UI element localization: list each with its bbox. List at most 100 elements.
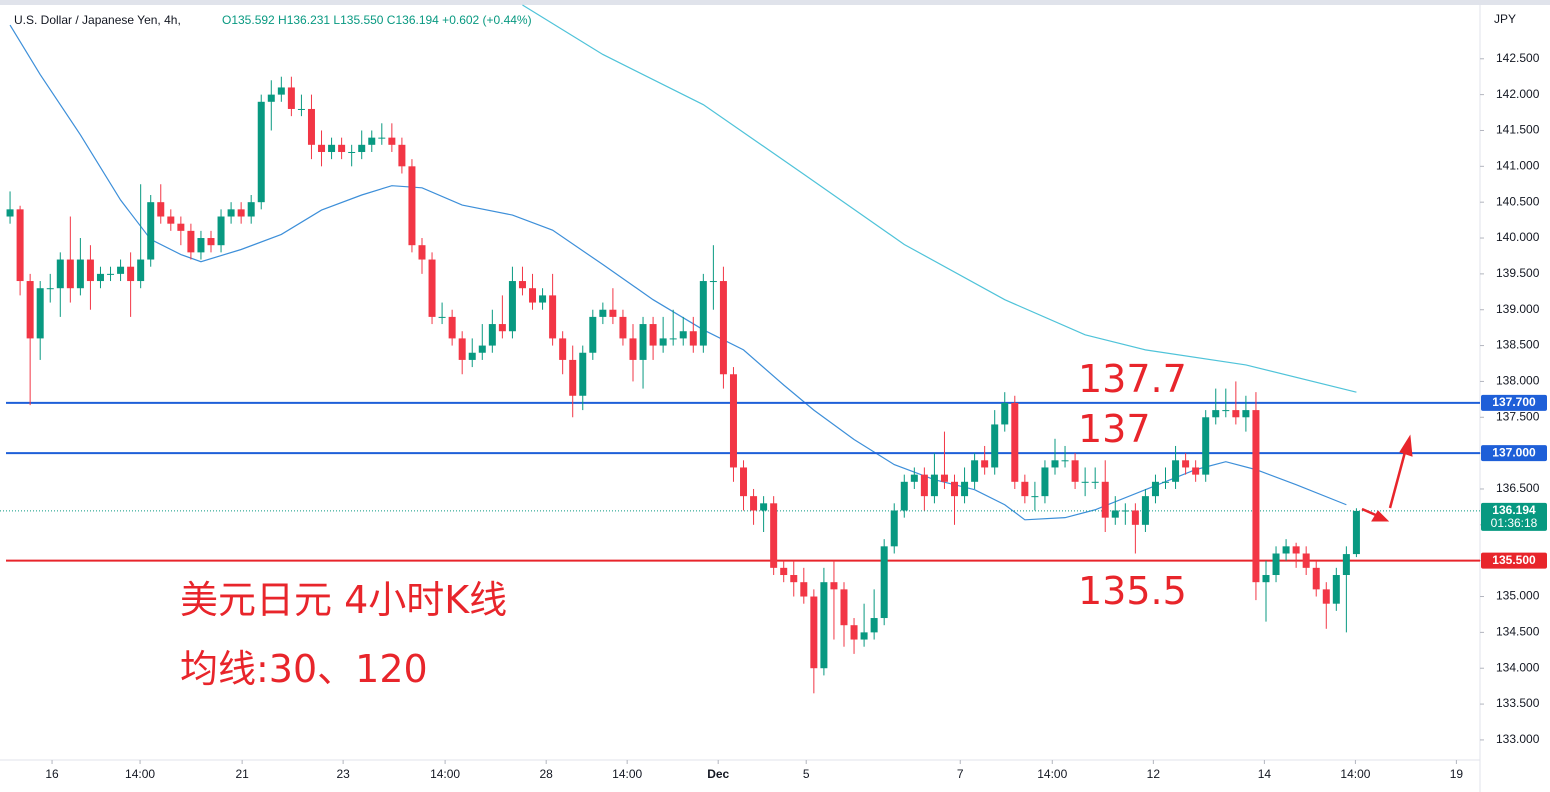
candle-body: [619, 316, 627, 339]
candle-body: [971, 460, 979, 482]
candle-body: [1121, 510, 1129, 512]
candle-body: [629, 338, 637, 360]
last-price-label: 136.194: [1492, 503, 1536, 517]
candle-body: [679, 331, 687, 339]
candle-body: [1101, 481, 1109, 518]
candle-body: [1061, 460, 1069, 462]
x-tick-label: Dec: [707, 767, 729, 781]
candle-body: [539, 295, 547, 303]
candle-body: [699, 281, 707, 346]
candle-body: [669, 338, 677, 340]
candle-body: [810, 596, 818, 669]
candle-body: [358, 144, 366, 152]
x-tick-label: 5: [803, 767, 810, 781]
candle-body: [468, 352, 476, 360]
candle-body: [1141, 496, 1149, 525]
candle-body: [368, 137, 376, 145]
candle-body: [1131, 510, 1139, 525]
candle-body: [36, 288, 44, 339]
candle-body: [1202, 417, 1210, 475]
candle-body: [508, 281, 516, 332]
candle-body: [951, 481, 959, 497]
candle-body: [961, 481, 969, 497]
candle-body: [1322, 589, 1330, 604]
y-tick-label: 140.000: [1496, 230, 1540, 244]
candle-body: [1222, 410, 1230, 412]
candle-body: [96, 273, 104, 282]
x-tick-label: 28: [540, 767, 554, 781]
candle-body: [890, 510, 898, 547]
arrow-head: [1371, 510, 1390, 522]
candle-body: [1172, 460, 1180, 482]
candle-body: [1081, 481, 1089, 483]
candle-body: [930, 474, 938, 497]
candle-body: [137, 259, 145, 282]
candle-body: [56, 259, 64, 289]
candle-body: [1182, 460, 1190, 468]
candle-body: [1031, 496, 1039, 498]
y-tick-label: 137.500: [1496, 409, 1540, 423]
candle-body: [498, 324, 506, 332]
y-tick-label: 138.500: [1496, 338, 1540, 352]
candle-body: [1071, 460, 1079, 482]
y-tick-label: 142.000: [1496, 87, 1540, 101]
candle-body: [850, 625, 858, 640]
candle-body: [639, 324, 647, 360]
x-tick-label: 14: [1258, 767, 1272, 781]
candle-body: [438, 316, 446, 318]
annotation: 137: [1078, 407, 1151, 451]
candle-body: [6, 209, 14, 217]
candle-body: [910, 474, 918, 482]
annotation: 135.5: [1078, 569, 1187, 613]
candle-body: [167, 216, 175, 224]
y-tick-label: 134.000: [1496, 660, 1540, 674]
candle-body: [609, 309, 617, 317]
candle-body: [107, 273, 115, 275]
candle-body: [709, 281, 717, 283]
top-border: [0, 0, 1550, 5]
candle-body: [1242, 410, 1250, 418]
candle-body: [1252, 410, 1260, 583]
candle-body: [719, 281, 727, 375]
candle-body: [1051, 460, 1059, 468]
candle-body: [1192, 467, 1200, 475]
y-tick-label: 133.500: [1496, 696, 1540, 710]
candle-body: [307, 108, 315, 145]
candle-body: [16, 209, 24, 282]
candle-body: [297, 108, 305, 110]
candle-body: [1262, 575, 1270, 583]
currency-label: JPY: [1494, 12, 1516, 26]
arrows: [1361, 434, 1413, 522]
plot-area: [0, 4, 1480, 694]
arrow-head: [1399, 434, 1413, 457]
candle-body: [388, 137, 396, 145]
candle-body: [328, 144, 336, 152]
x-tick-label: 14:00: [125, 767, 155, 781]
candle-body: [870, 618, 878, 633]
candle-body: [26, 281, 34, 339]
candle-body: [46, 288, 54, 290]
candle-body: [267, 94, 275, 102]
ohlc-info: O135.592 H136.231 L135.550 C136.194 +0.6…: [222, 13, 532, 27]
y-tick-label: 135.000: [1496, 589, 1540, 603]
candle-body: [659, 338, 667, 346]
candle-body: [991, 424, 999, 468]
candle-body: [579, 352, 587, 396]
candle-body: [1272, 553, 1280, 576]
candle-body: [880, 546, 888, 619]
symbol-title: U.S. Dollar / Japanese Yen, 4h,: [14, 13, 181, 27]
candle-body: [1011, 402, 1019, 482]
x-tick-label: 21: [235, 767, 249, 781]
last-price-box: [1481, 502, 1547, 531]
annotation: 137.7: [1078, 357, 1187, 401]
y-tick-label: 141.000: [1496, 158, 1540, 172]
candle-body: [398, 144, 406, 167]
candle-body: [177, 223, 185, 231]
level-label-box: [1481, 552, 1547, 569]
y-tick-label: 138.000: [1496, 374, 1540, 388]
candle-body: [940, 474, 948, 482]
candle-body: [147, 202, 155, 260]
candle-body: [750, 496, 758, 511]
candle-body: [830, 582, 838, 590]
candle-body: [1041, 467, 1049, 497]
